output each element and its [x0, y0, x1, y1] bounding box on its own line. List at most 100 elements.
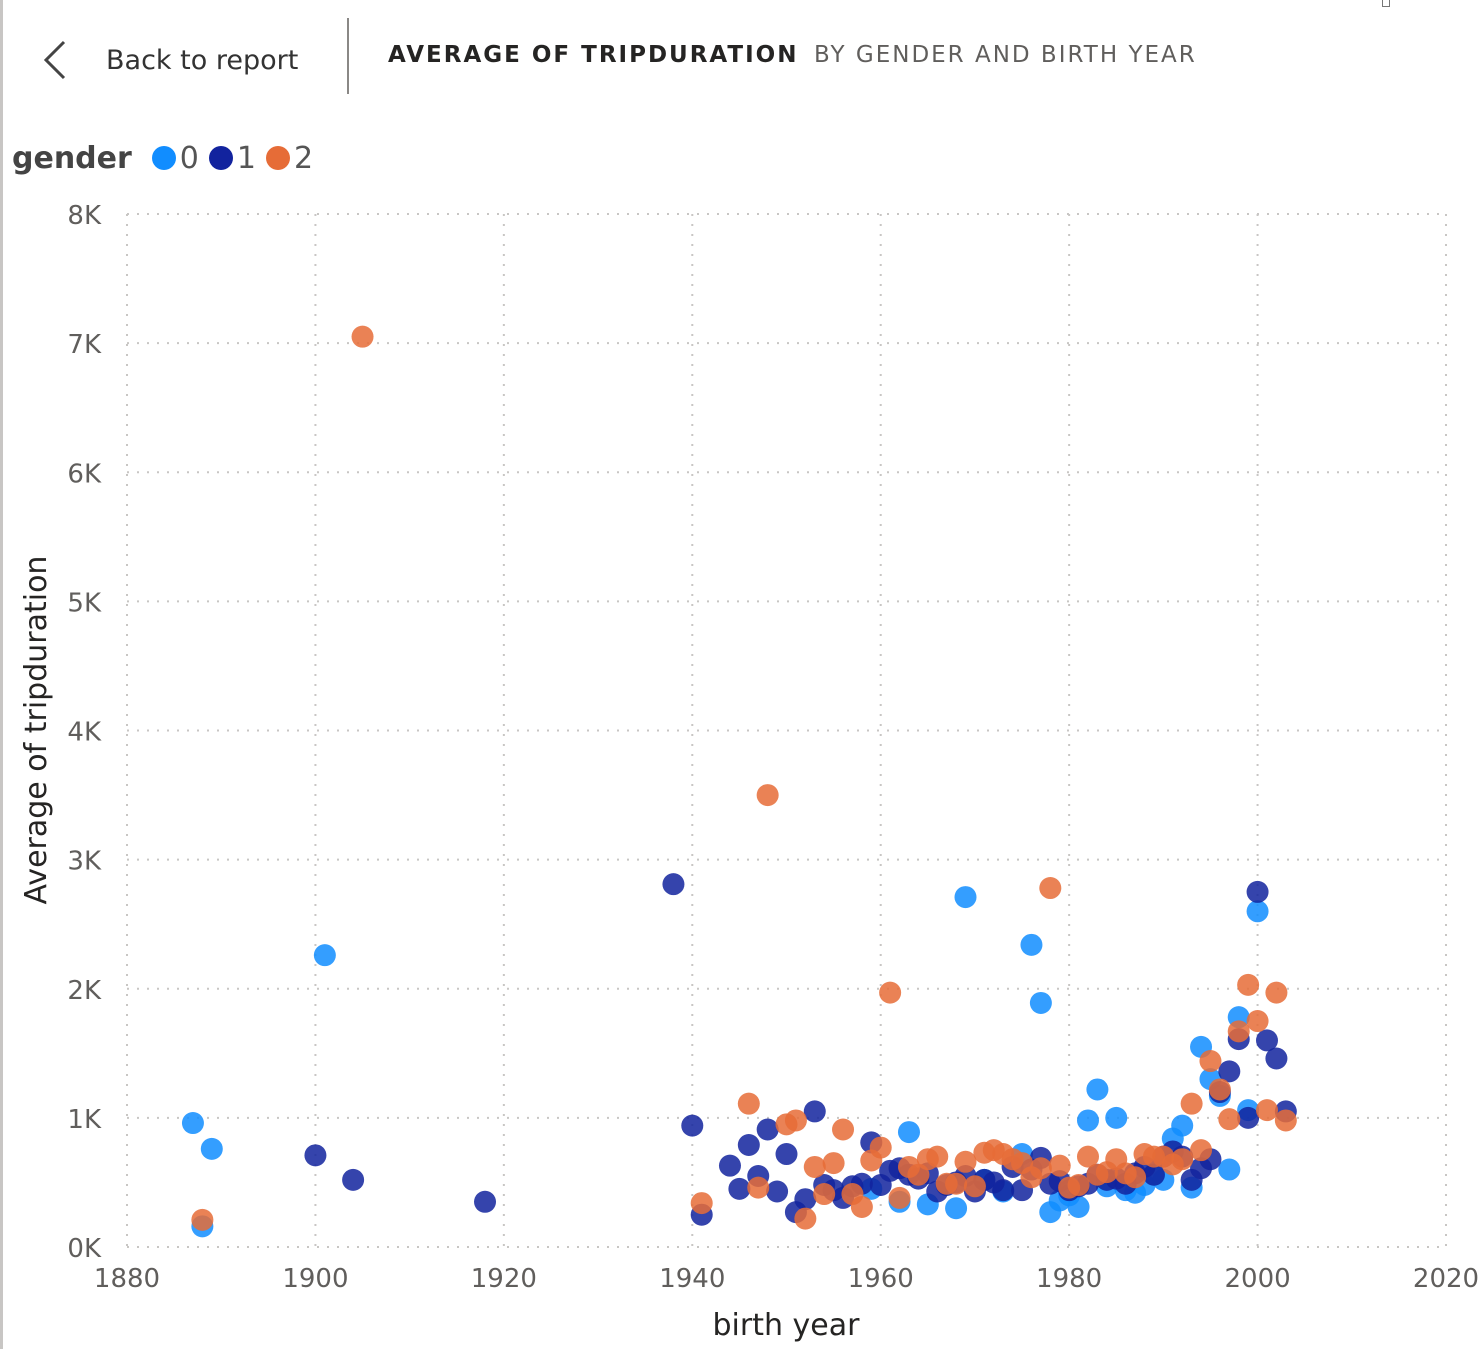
data-point-gender-1	[775, 1143, 798, 1166]
data-point-gender-2	[945, 1172, 968, 1195]
data-point-gender-0	[1218, 1158, 1241, 1181]
data-point-gender-1	[803, 1100, 826, 1123]
y-tick-label: 8K	[67, 201, 102, 231]
x-tick-label: 1920	[471, 1264, 537, 1294]
data-point-gender-2	[813, 1183, 836, 1206]
header-bar: Back to report AVERAGE OF TRIPDURATION B…	[0, 0, 1478, 110]
y-tick-label: 2K	[67, 976, 102, 1006]
data-point-gender-1	[1142, 1163, 1165, 1186]
y-tick-label: 0K	[67, 1234, 102, 1264]
visual-title: AVERAGE OF TRIPDURATION	[388, 42, 799, 68]
legend-title: gender	[12, 140, 132, 176]
data-point-gender-2	[1227, 1020, 1250, 1043]
data-point-gender-2	[1029, 1157, 1052, 1180]
data-point-gender-2	[1218, 1108, 1241, 1131]
data-point-gender-2	[1274, 1109, 1297, 1132]
window-left-border	[0, 0, 3, 1349]
data-point-gender-2	[756, 784, 779, 807]
data-point-gender-2	[1208, 1078, 1231, 1101]
chevron-left-icon	[43, 40, 66, 80]
data-point-gender-0	[181, 1112, 204, 1135]
data-point-gender-2	[1255, 1099, 1278, 1122]
data-point-gender-2	[191, 1208, 214, 1231]
legend-marker-0	[151, 146, 176, 170]
legend-label-2: 2	[293, 140, 314, 176]
data-point-gender-2	[869, 1136, 892, 1159]
data-point-gender-1	[1246, 880, 1269, 903]
data-point-gender-1	[304, 1144, 327, 1167]
chart-legend: gender 0 1 2	[12, 138, 323, 178]
data-point-gender-2	[1039, 877, 1062, 900]
data-point-gender-0	[1086, 1078, 1109, 1101]
data-point-gender-1	[794, 1188, 817, 1211]
x-tick-label: 1900	[282, 1264, 348, 1294]
data-point-gender-1	[756, 1118, 779, 1141]
data-point-gender-2	[1180, 1092, 1203, 1115]
data-point-gender-0	[1171, 1114, 1194, 1137]
legend-marker-2	[265, 146, 290, 170]
data-point-gender-2	[822, 1152, 845, 1175]
data-point-gender-2	[1171, 1148, 1194, 1171]
back-to-report-button[interactable]: Back to report	[36, 30, 298, 90]
x-tick-label: 1940	[659, 1264, 725, 1294]
data-point-gender-0	[1020, 933, 1043, 956]
data-point-gender-2	[1067, 1174, 1090, 1197]
visual-subtitle: BY GENDER AND BIRTH YEAR	[814, 42, 1197, 68]
data-point-gender-1	[1265, 1047, 1288, 1070]
data-point-gender-1	[662, 873, 685, 896]
data-point-gender-0	[1076, 1109, 1099, 1132]
data-point-gender-2	[1265, 981, 1288, 1004]
y-tick-label: 6K	[67, 459, 102, 489]
y-axis-title: Average of tripduration	[19, 556, 54, 905]
data-point-gender-1	[718, 1154, 741, 1177]
data-point-gender-1	[728, 1177, 751, 1200]
data-point-gender-1	[342, 1168, 365, 1191]
x-tick-label: 2020	[1413, 1264, 1478, 1294]
data-point-gender-2	[803, 1155, 826, 1178]
legend-item-2[interactable]: 2	[265, 140, 314, 176]
data-point-gender-2	[1237, 973, 1260, 996]
data-point-gender-2	[1246, 1010, 1269, 1033]
data-point-gender-2	[690, 1192, 713, 1215]
y-tick-label: 3K	[67, 847, 102, 877]
y-tick-label: 5K	[67, 588, 102, 618]
scatter-chart: 0K 1K 2K 3K 4K 5K 6K 7K 8K 1880 1900 1920 1940 1960 19…	[19, 201, 1478, 1343]
data-point-gender-0	[1067, 1195, 1090, 1218]
data-point-gender-2	[888, 1186, 911, 1209]
data-point-gender-0	[1246, 900, 1269, 923]
x-tick-label: 1880	[94, 1264, 160, 1294]
data-point-gender-0	[313, 944, 336, 967]
data-point-gender-1	[1255, 1029, 1278, 1052]
header-divider	[347, 18, 349, 94]
legend-marker-1	[208, 146, 233, 170]
legend-item-1[interactable]: 1	[208, 140, 256, 176]
legend-item-0[interactable]: 0	[151, 141, 199, 176]
x-tick-label: 2000	[1224, 1264, 1290, 1294]
y-tick-label: 4K	[67, 718, 102, 748]
y-tick-label: 1K	[67, 1105, 102, 1135]
data-point-gender-0	[1105, 1106, 1128, 1129]
data-point-gender-0	[954, 886, 977, 909]
back-to-report-label: Back to report	[106, 44, 299, 76]
data-point-gender-2	[1076, 1145, 1099, 1168]
data-point-gender-2	[1199, 1050, 1222, 1073]
y-tick-label: 7K	[67, 330, 102, 360]
legend-label-1: 1	[236, 140, 256, 176]
data-point-gender-2	[1124, 1166, 1147, 1189]
data-point-gender-2	[1048, 1154, 1071, 1177]
data-point-gender-0	[897, 1121, 920, 1144]
data-point-gender-0	[1029, 991, 1052, 1014]
data-point-gender-2	[926, 1145, 949, 1168]
data-point-gender-1	[737, 1133, 760, 1156]
data-point-gender-2	[850, 1195, 873, 1218]
data-point-gender-1	[1237, 1106, 1260, 1129]
data-point-gender-2	[784, 1109, 807, 1132]
data-point-gender-1	[1218, 1060, 1241, 1083]
data-point-gender-2	[963, 1175, 986, 1198]
data-point-gender-2	[1190, 1139, 1213, 1162]
data-point-gender-0	[200, 1137, 223, 1160]
data-point-gender-2	[794, 1207, 817, 1230]
focus-mode-corner-icon	[1382, 0, 1390, 7]
data-point-gender-2	[351, 325, 374, 348]
data-point-gender-2	[747, 1176, 770, 1199]
